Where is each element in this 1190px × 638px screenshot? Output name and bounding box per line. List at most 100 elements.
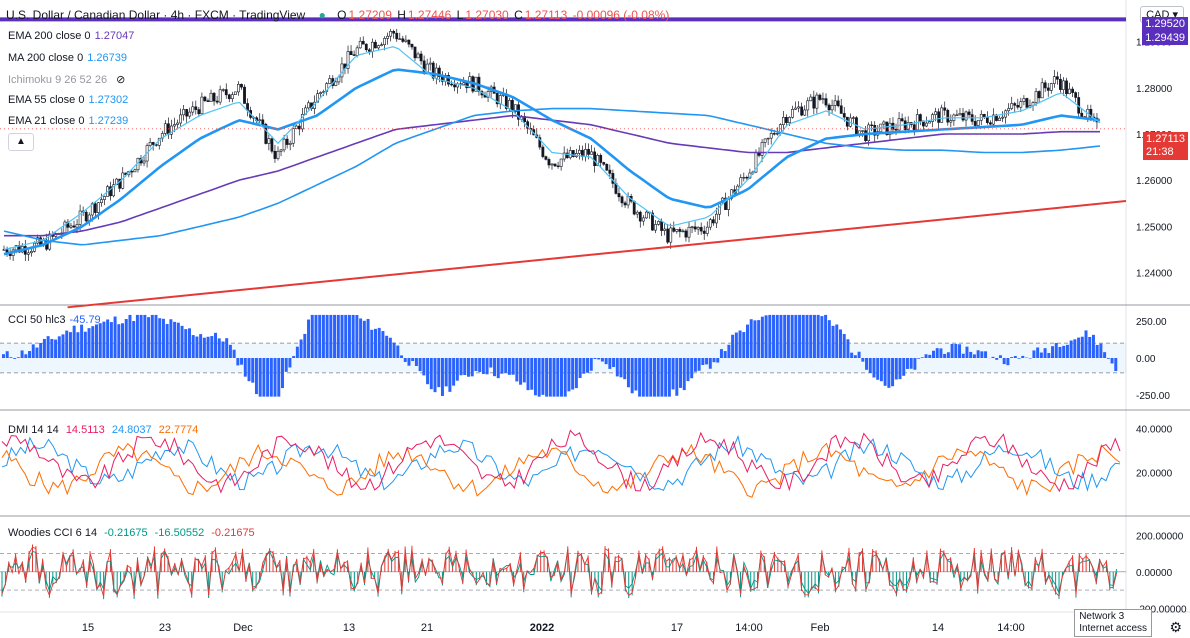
candle-up — [928, 121, 931, 124]
legend-ma200[interactable]: MA 200 close 0 1.26739 — [8, 52, 127, 64]
cci-bar — [563, 358, 567, 397]
cci-bar — [1114, 358, 1118, 372]
cci-bar — [1036, 347, 1040, 358]
candle-up — [340, 63, 344, 78]
cci-bar — [318, 314, 322, 358]
cci-bar — [370, 329, 374, 358]
candle-up — [1068, 88, 1071, 95]
ohlc-open: 1.27209 — [348, 8, 392, 22]
eye-hidden-icon[interactable]: ⊘ — [116, 74, 126, 86]
legend-ema21[interactable]: EMA 21 close 0 1.27239 — [8, 115, 128, 127]
cci-bar — [340, 314, 344, 358]
cci-bar — [920, 357, 924, 358]
candle-down — [593, 151, 597, 166]
legend-woodies-label: Woodies CCI 6 14 — [8, 527, 98, 539]
candle-up — [861, 130, 864, 132]
cci-bar — [984, 351, 988, 358]
candle-up — [26, 252, 30, 255]
candle-up — [267, 138, 271, 144]
candle-up — [334, 81, 338, 86]
candle-down — [431, 62, 435, 79]
candle-up — [179, 114, 182, 124]
cci-bar — [403, 358, 407, 362]
candle-down — [1025, 98, 1029, 108]
cci-bar — [1073, 339, 1077, 358]
candle-down — [224, 89, 228, 96]
legend-ema200[interactable]: EMA 200 close 0 1.27047 — [8, 30, 134, 42]
candle-up — [279, 149, 283, 152]
cci-bar — [671, 358, 675, 390]
cci-bar — [54, 339, 58, 358]
cci-bar — [307, 319, 311, 358]
cci-bar — [924, 354, 928, 358]
collapse-legend-button[interactable]: ▲ — [8, 133, 34, 151]
candle-up — [173, 124, 176, 127]
cci-bar — [1006, 358, 1010, 366]
cci-bar — [693, 358, 697, 372]
ohlc-high-label: H — [397, 8, 406, 22]
candle-up — [821, 98, 825, 100]
candle-up — [681, 230, 685, 233]
time-tick-label: 2022 — [530, 622, 554, 634]
cci-bar — [2, 354, 5, 358]
cci-bar — [124, 318, 128, 358]
cci-bar — [533, 358, 537, 396]
cci-bar — [202, 337, 206, 358]
cci-bar — [42, 338, 46, 358]
cci-bar — [641, 358, 645, 397]
cci-bar — [362, 320, 366, 358]
cci-bar — [236, 358, 240, 366]
cci-bar — [798, 314, 802, 358]
cci-bar — [481, 358, 485, 374]
cci-bar — [679, 358, 683, 388]
candle-down — [419, 53, 423, 62]
woodies-turbo-line — [1, 546, 1118, 598]
candle-up — [416, 53, 420, 59]
cci-bar — [91, 326, 95, 358]
candle-down — [672, 227, 676, 232]
cci-bar — [9, 357, 13, 358]
legend-ema55-label: EMA 55 close 0 — [8, 94, 85, 106]
cci-bar — [965, 346, 969, 358]
cci-bar — [258, 358, 262, 397]
cci-bar — [366, 318, 370, 358]
gear-icon[interactable]: ⚙ — [1169, 619, 1182, 635]
cci-bar — [422, 358, 426, 376]
candle-down — [824, 98, 828, 106]
legend-dmi[interactable]: DMI 14 14 14.5113 24.8037 22.7774 — [8, 424, 198, 436]
cci-bar — [57, 336, 61, 358]
cci-bar — [1080, 336, 1084, 358]
cci-bar — [727, 344, 731, 358]
cci-bar — [1106, 358, 1110, 359]
legend-cci[interactable]: CCI 50 hlc3 -45.79 — [8, 314, 101, 326]
cci-bar — [493, 358, 497, 377]
legend-ema55[interactable]: EMA 55 close 0 1.27302 — [8, 94, 128, 106]
cci-bar — [909, 358, 913, 369]
cci-bar — [31, 344, 35, 358]
candle-up — [958, 113, 962, 116]
legend-woodies[interactable]: Woodies CCI 6 14 -0.21675 -16.50552 -0.2… — [8, 527, 255, 539]
candle-up — [377, 45, 380, 49]
cci-bar — [898, 358, 902, 380]
candle-down — [1046, 87, 1050, 91]
candle-down — [367, 49, 371, 52]
candle-up — [663, 228, 667, 231]
cci-bar — [865, 358, 869, 370]
cci-bar — [1010, 357, 1014, 358]
cci-bar — [883, 358, 887, 386]
candle-up — [170, 125, 173, 135]
symbol-title[interactable]: U.S. Dollar / Canadian Dollar · 4h · FXC… — [6, 8, 306, 22]
cci-bar — [1091, 334, 1095, 358]
cci-bar — [1002, 358, 1006, 365]
cci-bar — [511, 358, 515, 375]
cci-bar — [1110, 358, 1114, 364]
cci-bar — [414, 358, 418, 366]
legend-ichimoku[interactable]: Ichimoku 9 26 52 26 ⊘ — [8, 73, 125, 86]
candle-down — [203, 96, 207, 101]
candle-up — [815, 94, 819, 109]
candle-down — [130, 170, 134, 173]
candle-down — [836, 100, 840, 107]
cci-bar — [664, 358, 668, 397]
